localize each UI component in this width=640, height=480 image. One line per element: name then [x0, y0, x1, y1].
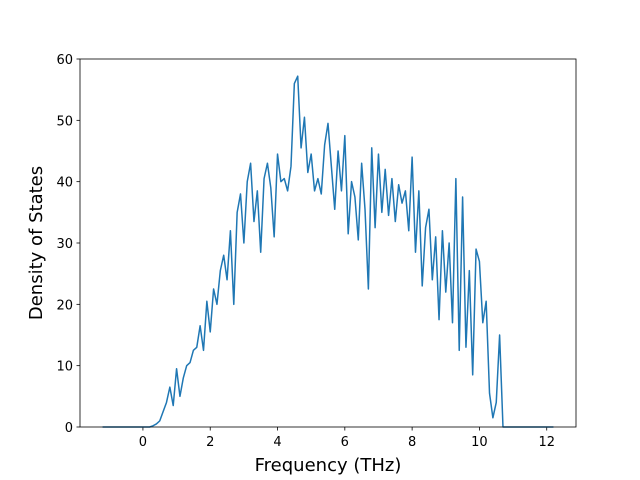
- x-tick-label: 10: [471, 435, 488, 450]
- y-tick-label: 60: [56, 53, 73, 68]
- y-tick-label: 0: [65, 421, 73, 436]
- y-axis-label: Density of States: [26, 166, 47, 320]
- x-tick-label: 8: [408, 435, 416, 450]
- plot-frame: [79, 58, 577, 428]
- x-tick-label: 2: [206, 435, 214, 450]
- x-tick-label: 4: [273, 435, 281, 450]
- x-tick-label: 0: [139, 435, 147, 450]
- y-tick-label: 50: [56, 114, 73, 129]
- y-tick-label: 20: [56, 298, 73, 313]
- y-tick-label: 10: [56, 360, 73, 375]
- y-tick-label: 40: [56, 176, 73, 191]
- data-line: [102, 75, 554, 428]
- x-axis-label: Frequency (THz): [255, 455, 402, 476]
- x-tick-label: 12: [538, 435, 555, 450]
- x-tick-label: 6: [341, 435, 349, 450]
- y-tick-label: 30: [56, 237, 73, 252]
